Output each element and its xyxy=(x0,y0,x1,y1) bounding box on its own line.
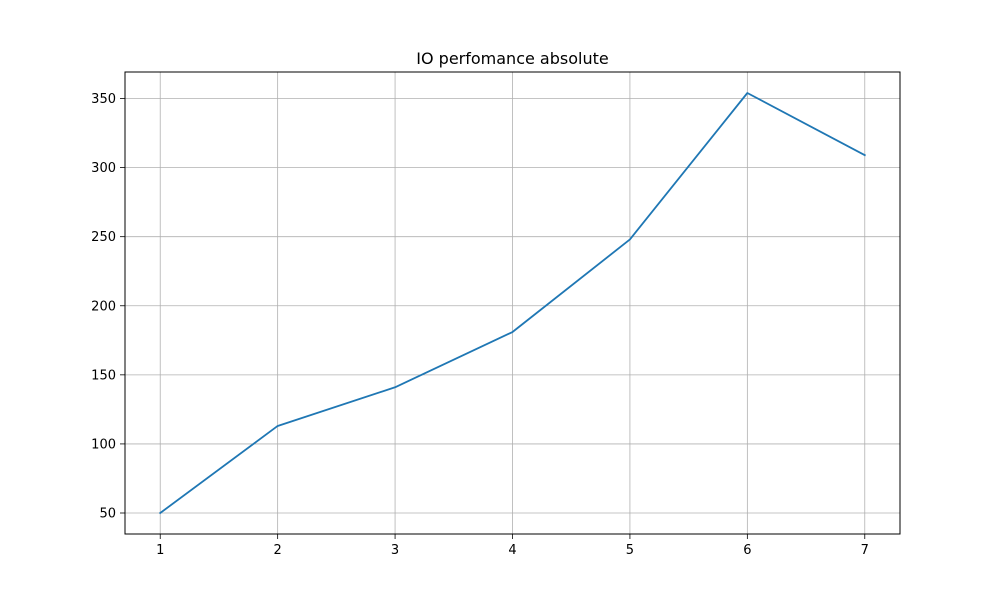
x-tick-label: 1 xyxy=(156,543,164,558)
x-tick-label: 5 xyxy=(626,543,634,558)
data-point xyxy=(511,330,515,334)
x-tick-label: 7 xyxy=(861,543,869,558)
y-tick-label: 350 xyxy=(91,92,116,107)
data-point xyxy=(276,424,280,428)
data-point xyxy=(393,385,397,389)
axis-ticks xyxy=(120,98,866,539)
x-axis-tick-labels: 1 2 3 4 5 6 7 xyxy=(156,543,869,558)
data-point xyxy=(158,511,162,515)
chart-title: IO perfomance absolute xyxy=(416,49,608,68)
data-point xyxy=(863,153,867,157)
y-tick-label: 50 xyxy=(99,507,116,522)
data-point xyxy=(628,237,632,241)
y-tick-label: 300 xyxy=(91,161,116,176)
x-tick-label: 2 xyxy=(274,543,282,558)
x-tick-label: 4 xyxy=(508,543,516,558)
x-tick-label: 3 xyxy=(391,543,399,558)
data-point xyxy=(745,91,749,95)
y-tick-label: 200 xyxy=(91,299,116,314)
series-layer xyxy=(158,91,867,515)
series-line-0 xyxy=(158,92,866,515)
y-tick-label: 100 xyxy=(91,437,116,452)
y-axis-tick-labels: 50 100 150 200 250 300 350 xyxy=(91,92,116,521)
y-tick-label: 250 xyxy=(91,230,116,245)
grid-lines xyxy=(125,72,900,534)
x-tick-label: 6 xyxy=(743,543,751,558)
y-tick-label: 150 xyxy=(91,368,116,383)
